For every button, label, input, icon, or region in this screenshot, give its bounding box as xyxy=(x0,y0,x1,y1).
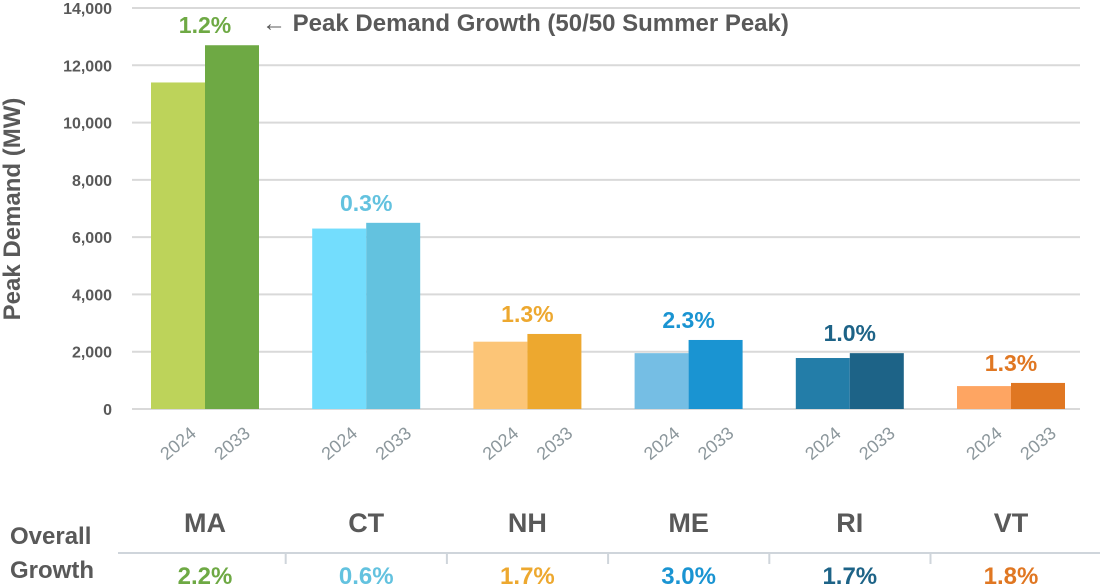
y-tick-label: 4,000 xyxy=(72,287,112,304)
state-label-ma: MA xyxy=(184,508,226,538)
growth-label-nh: 1.3% xyxy=(501,301,553,327)
bar-nh-2024 xyxy=(473,341,528,409)
year-label: 2024 xyxy=(801,423,845,464)
year-labels: 2024 2033 2024 2033 2024 2033 2024 2033 2024 2033… xyxy=(156,423,1060,464)
y-axis-ticks: 0 2,000 4,000 6,000 8,000 10,000 12,000 14,000 xyxy=(63,1,112,419)
growth-label-ct: 0.3% xyxy=(340,190,392,216)
bar-ma-2024 xyxy=(151,82,205,409)
growth-label-me: 2.3% xyxy=(662,307,714,333)
bars xyxy=(151,45,1065,409)
y-tick-label: 12,000 xyxy=(63,58,112,75)
bar-vt-2024 xyxy=(957,386,1011,409)
bar-nh-2033 xyxy=(527,333,582,409)
year-label: 2033 xyxy=(1016,423,1060,464)
bar-me-2024 xyxy=(634,353,689,409)
y-tick-label: 10,000 xyxy=(63,116,112,133)
bar-vt-2033 xyxy=(1011,382,1065,409)
overall-growth-ma: 2.2% xyxy=(178,563,233,586)
bar-ct-2024 xyxy=(312,228,367,409)
year-label: 2024 xyxy=(318,423,362,464)
year-label: 2033 xyxy=(855,423,899,464)
bar-ct-2033 xyxy=(366,222,421,409)
overall-growth-ri: 1.7% xyxy=(822,563,877,586)
overall-growth-me: 3.0% xyxy=(661,563,716,586)
state-label-nh: NH xyxy=(508,508,547,538)
y-tick-label: 2,000 xyxy=(72,345,112,362)
year-label: 2024 xyxy=(962,423,1006,464)
overall-growth-label-line1: Overall xyxy=(10,523,91,550)
y-tick-label: 0 xyxy=(103,402,112,419)
y-axis-label: Peak Demand (MW) xyxy=(0,98,26,321)
state-label-ct: CT xyxy=(348,508,384,538)
state-label-vt: VT xyxy=(994,508,1029,538)
growth-labels: 1.2% 0.3% 1.3% 2.3% 1.0% 1.3% xyxy=(179,12,1037,376)
year-label: 2024 xyxy=(479,423,523,464)
y-tick-label: 8,000 xyxy=(72,173,112,190)
year-label: 2033 xyxy=(210,423,254,464)
gridlines xyxy=(132,7,1080,410)
year-label: 2033 xyxy=(694,423,738,464)
bar-ri-2024 xyxy=(795,358,850,409)
year-label: 2033 xyxy=(533,423,577,464)
bar-ri-2033 xyxy=(849,353,904,409)
overall-growth-ct: 0.6% xyxy=(339,563,394,586)
y-tick-label: 6,000 xyxy=(72,230,112,247)
bar-me-2033 xyxy=(688,339,743,409)
overall-growth-nh: 1.7% xyxy=(500,563,555,586)
year-label: 2024 xyxy=(156,423,200,464)
y-tick-label: 14,000 xyxy=(63,1,112,18)
year-label: 2033 xyxy=(372,423,416,464)
overall-growth-vt: 1.8% xyxy=(984,563,1039,586)
growth-label-ri: 1.0% xyxy=(824,320,876,346)
bar-ma-2033 xyxy=(205,45,259,409)
peak-demand-growth-annotation: ← Peak Demand Growth (50/50 Summer Peak) xyxy=(262,10,789,37)
overall-growth-label-line2: Growth xyxy=(10,557,94,584)
table-cells: MA 2.2% CT 0.6% NH 1.7% ME 3.0% RI 1.7% VT 1.8% xyxy=(178,508,1039,586)
growth-label-vt: 1.3% xyxy=(985,350,1037,376)
state-label-ri: RI xyxy=(836,508,863,538)
growth-label-ma: 1.2% xyxy=(179,12,231,38)
year-label: 2024 xyxy=(640,423,684,464)
overall-growth-table: Overall Growth xyxy=(10,523,1100,584)
state-label-me: ME xyxy=(668,508,709,538)
